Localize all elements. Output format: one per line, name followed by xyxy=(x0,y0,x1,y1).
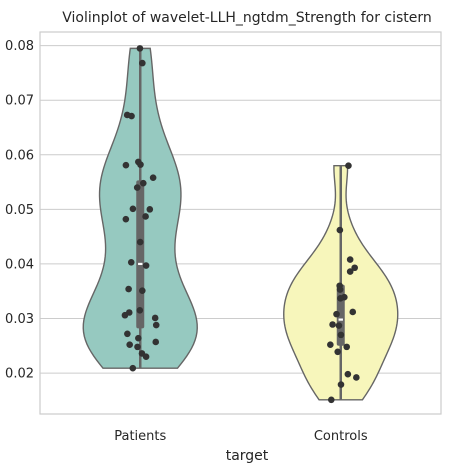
y-tick-label: 0.02 xyxy=(5,367,34,382)
y-tick-label: 0.08 xyxy=(5,39,34,54)
data-point xyxy=(349,308,357,316)
y-tick-label: 0.05 xyxy=(5,203,34,218)
y-tick-labels: 0.02 0.03 0.04 0.05 0.06 0.07 0.08 xyxy=(5,39,34,381)
data-point xyxy=(126,341,133,348)
data-point xyxy=(149,174,157,182)
data-point xyxy=(136,307,144,314)
x-axis-label: target xyxy=(226,448,269,464)
data-point xyxy=(337,295,344,302)
y-tick-label: 0.04 xyxy=(5,257,34,272)
data-point xyxy=(139,59,146,67)
data-point xyxy=(137,161,144,168)
data-point xyxy=(125,285,132,293)
x-tick-labels: Patients Controls xyxy=(114,429,368,444)
x-tick-label: Controls xyxy=(314,429,368,444)
data-point xyxy=(343,343,351,351)
data-point xyxy=(139,179,147,187)
point-layer xyxy=(121,45,360,404)
data-point xyxy=(335,322,343,329)
data-point xyxy=(124,330,131,338)
data-point xyxy=(345,162,352,169)
chart-title: Violinplot of wavelet-LLH_ngtdm_Strength… xyxy=(62,10,432,26)
y-tick-label: 0.07 xyxy=(5,94,34,109)
y-tick-label: 0.06 xyxy=(5,148,34,163)
data-point xyxy=(327,341,334,348)
data-point xyxy=(336,286,344,293)
data-point xyxy=(134,343,141,351)
data-point xyxy=(142,353,150,361)
data-point xyxy=(353,374,360,381)
data-point xyxy=(344,370,352,378)
data-point xyxy=(128,112,135,120)
data-point xyxy=(121,311,129,319)
data-point xyxy=(122,215,130,223)
data-point xyxy=(133,184,141,191)
plot-frame xyxy=(39,31,442,415)
data-point xyxy=(334,348,341,356)
data-point xyxy=(337,381,345,388)
data-point xyxy=(136,238,144,246)
data-point xyxy=(329,321,336,328)
data-point xyxy=(136,45,144,52)
data-point xyxy=(351,264,358,272)
y-tick-label: 0.03 xyxy=(5,312,34,327)
data-point xyxy=(129,364,137,372)
iqr-box-patients xyxy=(136,180,145,329)
data-point xyxy=(327,396,335,404)
data-point xyxy=(346,256,354,263)
data-point xyxy=(139,287,146,294)
data-point xyxy=(152,321,160,329)
data-point xyxy=(127,258,135,266)
data-point xyxy=(129,205,137,213)
median-marker-controls xyxy=(338,318,343,321)
data-point xyxy=(346,268,354,275)
data-point xyxy=(336,226,344,234)
data-point xyxy=(146,206,154,213)
data-point xyxy=(151,314,159,322)
data-point xyxy=(142,213,149,220)
data-point xyxy=(333,310,340,318)
median-marker-patients xyxy=(138,262,143,266)
data-point xyxy=(135,334,142,342)
data-point xyxy=(122,161,130,169)
data-point xyxy=(152,338,160,346)
data-point xyxy=(337,331,345,339)
x-tick-label: Patients xyxy=(114,429,166,444)
data-point xyxy=(142,262,150,269)
